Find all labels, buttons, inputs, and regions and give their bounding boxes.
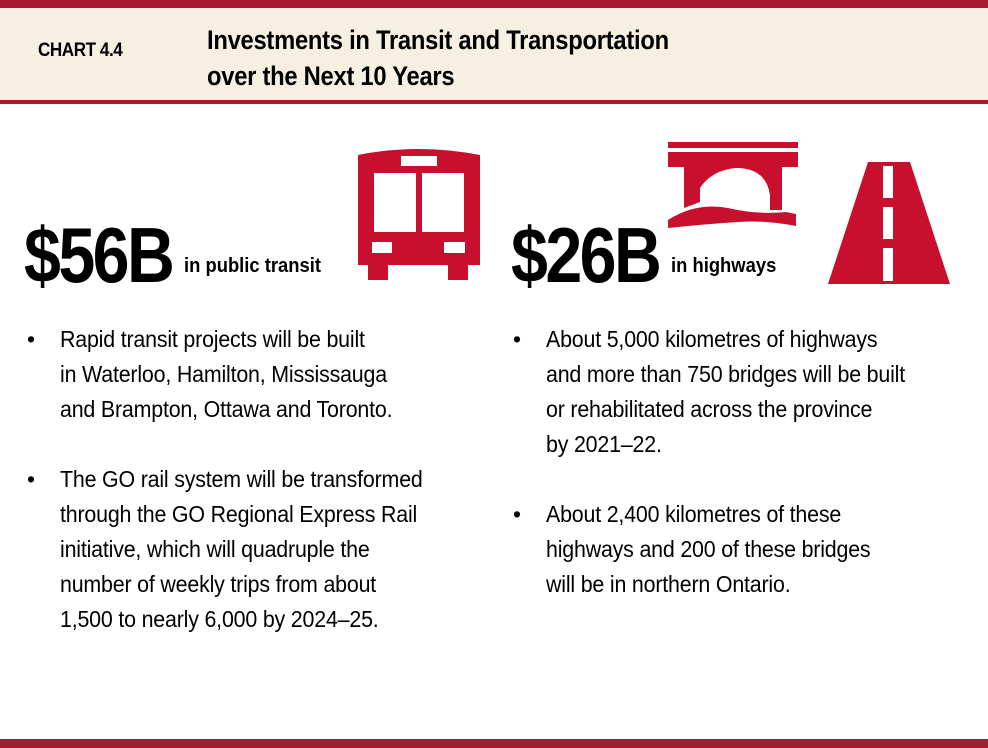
bullet-line: or rehabilitated across the province xyxy=(546,396,873,422)
list-item: • About 5,000 kilometres of highways and… xyxy=(513,322,932,462)
bullet-line: number of weekly trips from about xyxy=(60,571,377,597)
bullet-line: in Waterloo, Hamilton, Mississauga xyxy=(60,361,387,387)
bullet-line: and more than 750 bridges will be built xyxy=(546,361,905,387)
header-top-rule xyxy=(0,0,988,8)
bullet-line: About 2,400 kilometres of these xyxy=(546,501,842,527)
list-item: • About 2,400 kilometres of these highwa… xyxy=(513,497,932,602)
bullet-line: About 5,000 kilometres of highways xyxy=(546,326,878,352)
bullet-line: by 2021–22. xyxy=(546,431,662,457)
highways-bullet-list: • About 5,000 kilometres of highways and… xyxy=(513,322,932,637)
footer-rule xyxy=(0,739,988,748)
transit-amount: $56B xyxy=(24,211,175,299)
highways-stat: $26B xyxy=(511,216,685,294)
bullet-line: and Brampton, Ottawa and Toronto. xyxy=(60,396,393,422)
header-bottom-rule xyxy=(0,100,988,104)
bullet-line: Rapid transit projects will be built xyxy=(60,326,365,352)
bullet-line: highways and 200 of these bridges xyxy=(546,536,871,562)
chart-label: CHART 4.4 xyxy=(38,40,123,61)
header-band xyxy=(0,8,988,100)
bullet-icon: • xyxy=(513,326,521,352)
highways-amount: $26B xyxy=(511,211,662,299)
bullet-line: will be in northern Ontario. xyxy=(546,571,791,597)
chart-title-line-2: over the Next 10 Years xyxy=(207,61,455,91)
bullet-line: initiative, which will quadruple the xyxy=(60,536,370,562)
bullet-line: 1,500 to nearly 6,000 by 2024–25. xyxy=(60,606,379,632)
bullet-icon: • xyxy=(513,501,521,527)
highways-label: in highways xyxy=(671,255,777,277)
bullet-icon: • xyxy=(27,326,35,352)
bullet-line: through the GO Regional Express Rail xyxy=(60,501,418,527)
bridge-icon xyxy=(668,142,798,228)
transit-label: in public transit xyxy=(184,255,321,277)
bus-icon xyxy=(358,149,480,280)
bullet-line: The GO rail system will be transformed xyxy=(60,466,423,492)
road-icon xyxy=(828,162,950,284)
list-item: • The GO rail system will be transformed… xyxy=(27,462,450,637)
chart-title-line-1: Investments in Transit and Transportatio… xyxy=(207,25,669,55)
bullet-icon: • xyxy=(27,466,35,492)
transit-bullet-list: • Rapid transit projects will be built i… xyxy=(27,322,450,672)
list-item: • Rapid transit projects will be built i… xyxy=(27,322,450,427)
transit-stat: $56B xyxy=(24,216,198,294)
chart-title: Investments in Transit and Transportatio… xyxy=(207,22,669,94)
